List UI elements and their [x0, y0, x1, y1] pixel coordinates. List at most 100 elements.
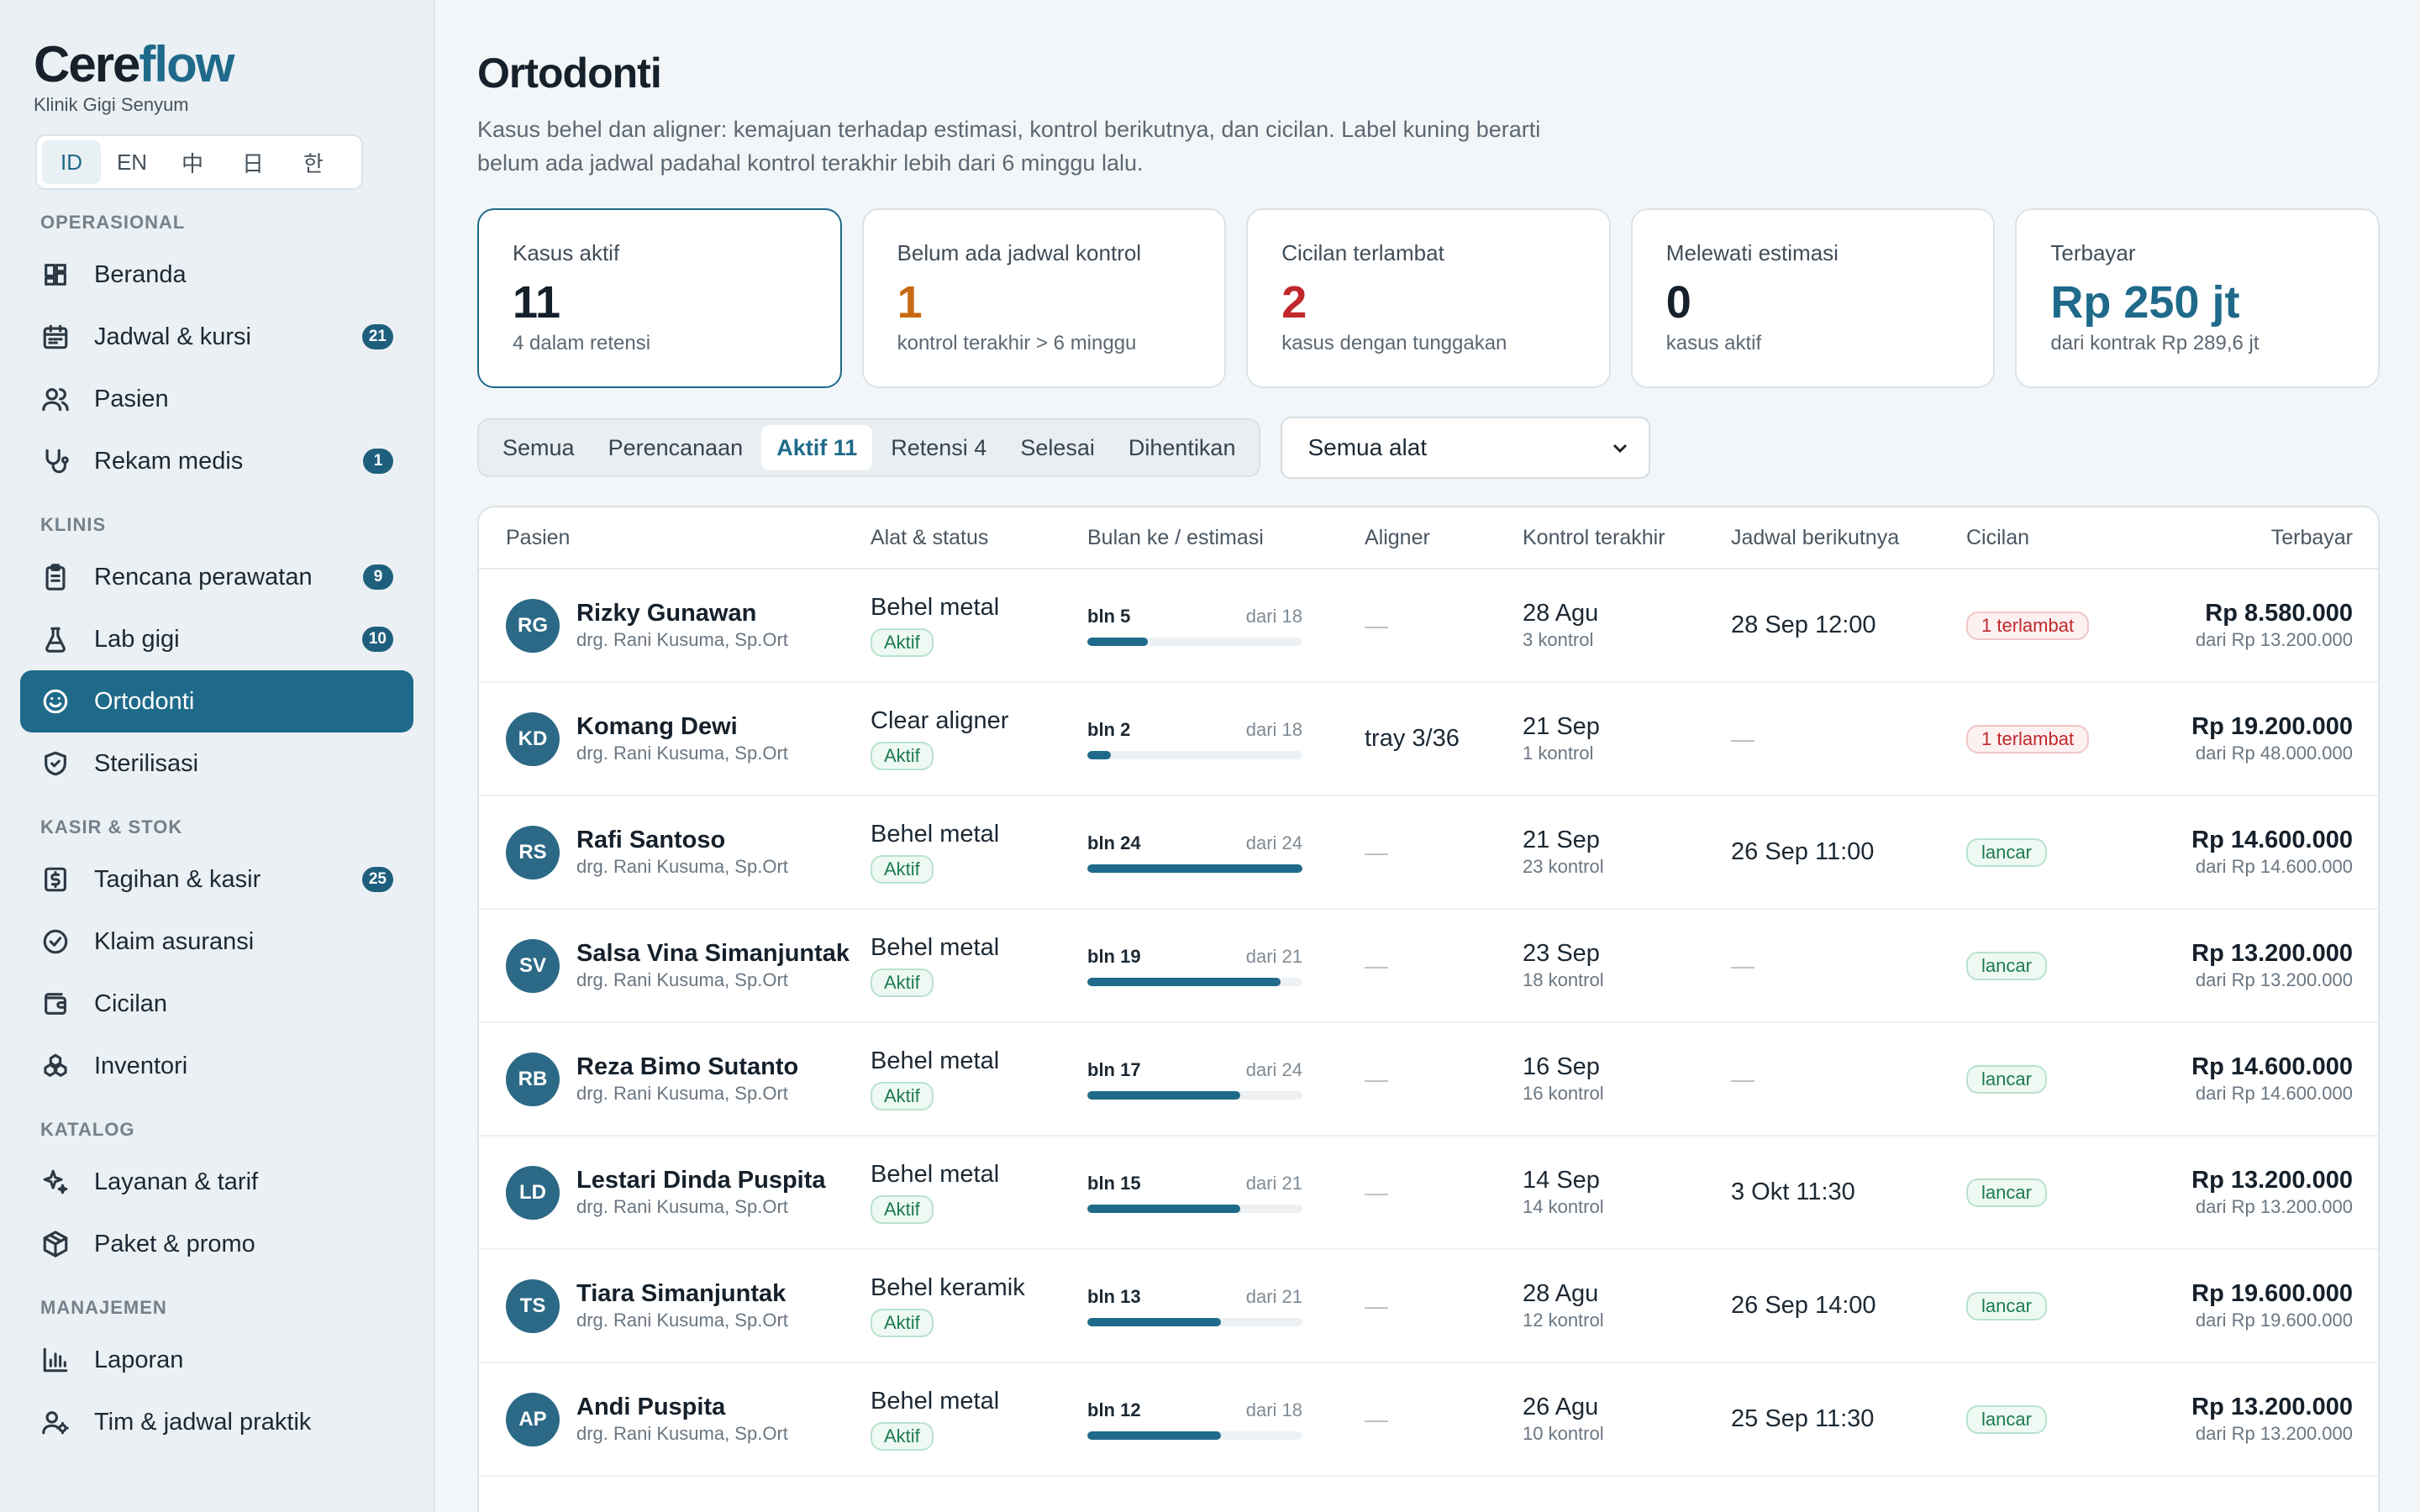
- patient-name[interactable]: Komang Dewi: [576, 713, 738, 740]
- count-badge: 21: [361, 324, 393, 349]
- sidebar-item-ortodonti[interactable]: Ortodonti: [20, 670, 413, 732]
- progress-fill: [1087, 1090, 1240, 1100]
- sidebar-item-tagihan-kasir[interactable]: Tagihan & kasir 25: [20, 848, 413, 911]
- estimated-months: dari 21: [1245, 1172, 1302, 1194]
- lang-id[interactable]: ID: [42, 140, 101, 184]
- col-kontrol[interactable]: Kontrol terakhir: [1523, 525, 1665, 549]
- progress-fill: [1087, 750, 1112, 759]
- patient-name[interactable]: Tiara Simanjuntak: [576, 1280, 786, 1307]
- doctor-name: drg. Rani Kusuma, Sp.Ort: [576, 629, 788, 650]
- table-row[interactable]: RG Rizky Gunawan drg. Rani Kusuma, Sp.Or…: [479, 570, 2378, 683]
- tab-perencanaan[interactable]: Perencanaan: [608, 434, 744, 460]
- patient-name[interactable]: Salsa Vina Simanjuntak: [576, 940, 850, 967]
- tab-retensi[interactable]: Retensi 4: [891, 434, 987, 460]
- tab-aktif[interactable]: Aktif 11: [761, 425, 873, 470]
- estimated-months: dari 18: [1245, 1399, 1302, 1420]
- table-row[interactable]: TS Tiara Simanjuntak drg. Rani Kusuma, S…: [479, 1250, 2378, 1363]
- installment-cell: lancar: [1966, 1064, 2143, 1094]
- col-pasien[interactable]: Pasien: [506, 525, 571, 549]
- patient-name[interactable]: Rafi Santoso: [576, 827, 726, 853]
- language-switcher: ID EN 中 日 한: [35, 134, 363, 190]
- card-melewati-estimasi[interactable]: Melewati estimasi 0 kasus aktif: [1630, 208, 1996, 388]
- lang-en[interactable]: EN: [116, 149, 148, 175]
- status-badge: Aktif: [871, 1082, 934, 1110]
- tab-dihentikan[interactable]: Dihentikan: [1128, 434, 1236, 460]
- progress-fill: [1087, 637, 1148, 646]
- lang-zh[interactable]: 中: [181, 150, 203, 176]
- sidebar-item-jadwal-kursi[interactable]: Jadwal & kursi 21: [20, 306, 413, 368]
- contract-total: dari Rp 48.000.000: [2195, 743, 2353, 764]
- last-control-date: 26 Agu: [1523, 1394, 1599, 1420]
- nav-section-label: MANAJEMEN: [40, 1297, 167, 1318]
- sidebar-item-layanan-tarif[interactable]: Layanan & tarif: [20, 1151, 413, 1213]
- aligner-cell: —: [1365, 1066, 1523, 1093]
- table-row[interactable]: RS Rafi Santoso drg. Rani Kusuma, Sp.Ort…: [479, 796, 2378, 910]
- page-title: Ortodonti: [477, 50, 662, 97]
- sidebar-item-laporan[interactable]: Laporan: [20, 1329, 413, 1391]
- last-control-cell: 28 Agu 3 kontrol: [1523, 600, 1731, 651]
- table-row[interactable]: AP Andi Puspita drg. Rani Kusuma, Sp.Ort…: [479, 1363, 2378, 1477]
- sidebar-item-rencana-perawatan[interactable]: Rencana perawatan 9: [20, 546, 413, 608]
- avatar: LD: [506, 1165, 560, 1220]
- patient-name[interactable]: Andi Puspita: [576, 1394, 726, 1420]
- sidebar-item-beranda[interactable]: Beranda: [20, 244, 413, 306]
- sidebar-item-label: Layanan & tarif: [94, 1168, 259, 1195]
- progress-cell: bln 19 dari 21: [1087, 946, 1365, 986]
- sidebar-item-lab-gigi[interactable]: Lab gigi 10: [20, 608, 413, 670]
- table-row[interactable]: RB Reza Bimo Sutanto drg. Rani Kusuma, S…: [479, 1023, 2378, 1137]
- tab-semua[interactable]: Semua: [502, 434, 575, 460]
- card-kasus-aktif[interactable]: Kasus aktif 11 4 dalam retensi: [477, 208, 842, 388]
- last-control-date: 16 Sep: [1523, 1053, 1600, 1080]
- aligner-tray: —: [1365, 1405, 1388, 1432]
- sidebar-item-label: Sterilisasi: [94, 749, 199, 777]
- patient-name[interactable]: Lestari Dinda Puspita: [576, 1167, 826, 1194]
- next-appointment-cell: 26 Sep 11:00: [1731, 838, 1966, 866]
- card-label: Terbayar: [2050, 240, 2136, 265]
- paid-amount: Rp 13.200.000: [2191, 1394, 2353, 1420]
- patient-cell: LD Lestari Dinda Puspita drg. Rani Kusum…: [479, 1165, 871, 1220]
- tab-selesai[interactable]: Selesai: [1020, 434, 1095, 460]
- table-row[interactable]: LD Lestari Dinda Puspita drg. Rani Kusum…: [479, 1137, 2378, 1250]
- nav-section-label: KLINIS: [40, 514, 107, 535]
- status-badge: Aktif: [871, 628, 934, 657]
- control-count: 12 kontrol: [1523, 1310, 1604, 1331]
- col-cicilan[interactable]: Cicilan: [1966, 525, 2030, 549]
- card-belum-jadwal[interactable]: Belum ada jadwal kontrol 1 kontrol terak…: [861, 208, 1227, 388]
- card-cicilan-terlambat[interactable]: Cicilan terlambat 2 kasus dengan tunggak…: [1246, 208, 1611, 388]
- paid-cell: Rp 14.600.000 dari Rp 14.600.000: [2143, 1053, 2378, 1105]
- sidebar-item-rekam-medis[interactable]: Rekam medis 1: [20, 430, 413, 492]
- package-icon: [40, 1229, 71, 1259]
- col-aligner[interactable]: Aligner: [1365, 525, 1430, 549]
- lang-ko[interactable]: 한: [303, 150, 324, 176]
- installment-badge: lancar: [1966, 1064, 2047, 1094]
- card-terbayar[interactable]: Terbayar Rp 250 jt dari kontrak Rp 289,6…: [2015, 208, 2380, 388]
- aligner-tray: —: [1365, 1065, 1388, 1092]
- avatar: AP: [506, 1392, 560, 1446]
- sidebar-item-tim-jadwal-praktik[interactable]: Tim & jadwal praktik: [20, 1391, 413, 1453]
- last-control-cell: 23 Sep 18 kontrol: [1523, 940, 1731, 991]
- card-sub: kontrol terakhir > 6 minggu: [897, 332, 1137, 354]
- col-jadwal[interactable]: Jadwal berikutnya: [1731, 525, 1900, 549]
- sidebar-item-pasien[interactable]: Pasien: [20, 368, 413, 430]
- sidebar-item-paket-promo[interactable]: Paket & promo: [20, 1213, 413, 1275]
- col-terbayar[interactable]: Terbayar: [2270, 525, 2353, 549]
- nav-section-label: OPERASIONAL: [40, 212, 186, 233]
- table-header: Pasien Alat & status Bulan ke / estimasi…: [479, 507, 2378, 570]
- sidebar-item-sterilisasi[interactable]: Sterilisasi: [20, 732, 413, 795]
- sidebar-item-klaim-asuransi[interactable]: Klaim asuransi: [20, 911, 413, 973]
- sparkles-icon: [40, 1167, 71, 1197]
- patient-name[interactable]: Reza Bimo Sutanto: [576, 1053, 799, 1080]
- table-row[interactable]: KD Komang Dewi drg. Rani Kusuma, Sp.Ort …: [479, 683, 2378, 796]
- col-bulan[interactable]: Bulan ke / estimasi: [1087, 525, 1264, 549]
- table-row[interactable]: SV Salsa Vina Simanjuntak drg. Rani Kusu…: [479, 910, 2378, 1023]
- appliance-filter-select[interactable]: Semua alat: [1281, 417, 1651, 479]
- sidebar: Cereflow Klinik Gigi Senyum ID EN 中 日 한 …: [0, 0, 435, 1512]
- patient-name[interactable]: Rizky Gunawan: [576, 600, 757, 627]
- sidebar-item-inventori[interactable]: Inventori: [20, 1035, 413, 1097]
- lang-ja[interactable]: 日: [241, 150, 264, 176]
- appliance-name: Behel metal: [871, 594, 1000, 621]
- col-alat[interactable]: Alat & status: [871, 525, 989, 549]
- sidebar-item-cicilan[interactable]: Cicilan: [20, 973, 413, 1035]
- app-logo[interactable]: Cereflow: [34, 36, 234, 92]
- status-badge: Aktif: [871, 1309, 934, 1337]
